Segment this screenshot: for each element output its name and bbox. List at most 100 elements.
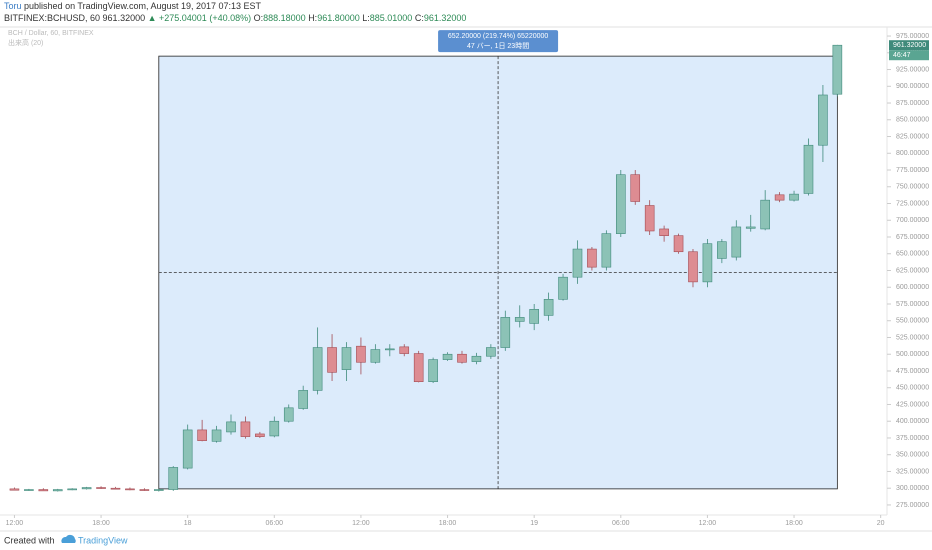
footer-brand[interactable]: TradingView: [78, 535, 128, 545]
y-tick-label: 750.00000: [896, 184, 929, 191]
candle-body: [356, 345, 366, 363]
candle-body: [486, 347, 496, 357]
candle-body: [500, 317, 511, 348]
candle-body: [572, 248, 583, 278]
price-tag-bg: [889, 40, 929, 51]
c-value: 961.32000: [424, 13, 467, 23]
y-tick-label: 275.00000: [896, 502, 929, 509]
measure-label-2: 47 バー, 1日 23時間: [467, 42, 529, 50]
x-tick-label: 18:00: [439, 520, 457, 527]
tv-logo: [61, 534, 76, 543]
candle-body: [312, 347, 323, 391]
y-tick-label: 550.00000: [896, 318, 929, 325]
candle-body: [168, 467, 179, 490]
candle-body: [255, 433, 265, 437]
header-line2: BITFINEX:BCHUSD, 60 961.32000 ▲ +275.040…: [4, 13, 466, 23]
y-tick-label: 650.00000: [896, 251, 929, 258]
candle-body: [457, 353, 467, 363]
candle-body: [52, 489, 63, 492]
series-legend: BCH / Dollar, 60, BITFINEX: [8, 30, 94, 37]
y-tick-label: 850.00000: [896, 117, 929, 124]
y-tick-label: 375.00000: [896, 435, 929, 442]
x-tick-label: 20: [877, 520, 885, 527]
candle-body: [702, 243, 713, 283]
symbol: BITFINEX:BCHUSD, 60: [4, 13, 100, 23]
y-tick-label: 725.00000: [896, 200, 929, 207]
y-tick-label: 475.00000: [896, 368, 929, 375]
countdown: 46:47: [893, 52, 911, 59]
price-tag: 961.32000: [893, 42, 926, 49]
candle-body: [125, 488, 135, 491]
candle-body: [240, 421, 251, 437]
candle-body: [370, 349, 381, 363]
x-tick-label: 12:00: [6, 520, 24, 527]
volume-legend: 出来高 (20): [8, 38, 43, 47]
candle-body: [789, 193, 799, 201]
y-tick-label: 425.00000: [896, 401, 929, 408]
candle-body: [67, 488, 77, 491]
candle-body: [760, 199, 770, 230]
y-tick-label: 875.00000: [896, 100, 929, 107]
candle-body: [731, 226, 742, 258]
measure-label-1: 652.20000 (219.74%) 65220000: [448, 33, 549, 40]
candle-body: [413, 353, 424, 382]
y-tick-label: 775.00000: [896, 167, 929, 174]
x-tick-label: 18:00: [785, 520, 803, 527]
h-label: H:: [308, 13, 317, 23]
candle-body: [197, 429, 207, 441]
c-label: C:: [415, 13, 424, 23]
candle-body: [558, 276, 568, 300]
candle-body: [96, 487, 106, 489]
footer-created: Created with: [4, 535, 55, 545]
author[interactable]: Toru: [4, 1, 22, 11]
header-line1: Toru published on TradingView.com, Augus…: [4, 1, 262, 11]
candle-body: [428, 359, 438, 382]
candle-body: [182, 429, 193, 469]
y-tick-label: 675.00000: [896, 234, 929, 241]
candle-body: [139, 489, 150, 491]
candle-body: [673, 235, 684, 253]
candle-body: [587, 248, 597, 268]
measure-label-bg: [438, 30, 559, 53]
candle-body: [630, 174, 641, 202]
candle-body: [269, 420, 280, 437]
x-tick-label: 06:00: [266, 520, 284, 527]
y-tick-label: 325.00000: [896, 468, 929, 475]
countdown-bg: [889, 50, 929, 61]
y-tick-label: 450.00000: [896, 385, 929, 392]
x-tick-label: 12:00: [352, 520, 370, 527]
l-value: 885.01000: [370, 13, 413, 23]
candle-body: [644, 205, 655, 232]
candle-body: [471, 355, 482, 362]
y-tick-label: 300.00000: [896, 485, 929, 492]
x-tick-label: 12:00: [699, 520, 717, 527]
y-tick-label: 800.00000: [896, 150, 929, 157]
candle-body: [717, 241, 727, 259]
plot-area: 975.00000950.00000925.00000900.00000875.…: [6, 30, 929, 527]
h-value: 961.80000: [317, 13, 360, 23]
y-tick-label: 575.00000: [896, 301, 929, 308]
y-tick-label: 625.00000: [896, 267, 929, 274]
change: ▲ +275.04001 (+40.08%): [148, 13, 251, 23]
candle-body: [659, 228, 669, 236]
y-tick-label: 825.00000: [896, 133, 929, 140]
candle-body: [399, 346, 410, 354]
price: 961.32000: [103, 13, 146, 23]
y-tick-label: 400.00000: [896, 418, 929, 425]
candle-body: [803, 144, 814, 194]
candle-body: [688, 251, 698, 283]
y-tick-label: 925.00000: [896, 66, 929, 73]
candle-body: [211, 429, 222, 442]
candle-body: [832, 44, 843, 95]
o-label: O:: [254, 13, 264, 23]
byline: published on TradingView.com, August 19,…: [24, 1, 261, 11]
candle-body: [298, 390, 308, 409]
y-tick-label: 975.00000: [896, 33, 929, 40]
candle-body: [601, 233, 612, 268]
candle-body: [514, 317, 525, 322]
candle-body: [24, 489, 34, 491]
x-tick-label: 18:00: [92, 520, 110, 527]
candle-body: [9, 488, 20, 491]
